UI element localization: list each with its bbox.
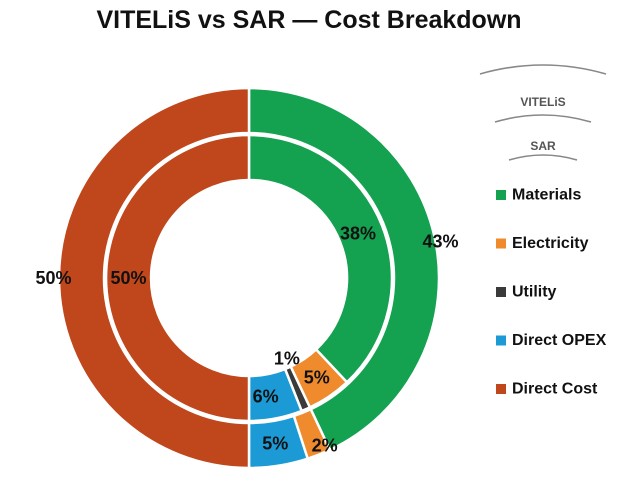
sar-label-direct-opex: 6% [253,386,279,406]
vitelis-label-direct-cost: 50% [35,268,71,288]
vitelis-slice-materials [247,86,441,452]
legend-swatch-electricity [496,238,506,249]
legend-ring-name-outer: VITELiS [520,95,565,109]
sar-slice-direct-cost [104,133,251,423]
legend-label-utility: Utility [512,284,557,301]
sar-label-materials: 38% [340,224,376,244]
vitelis-slice-direct-cost [57,86,251,470]
legend-swatch-direct-opex [496,335,506,346]
legend-swatch-utility [496,287,506,297]
legend-label-direct-cost: Direct Cost [512,381,598,398]
legend: VITELiS SAR Materials Electricity Utility D… [479,64,607,398]
sar-label-utility: 1% [274,349,300,369]
legend-label-materials: Materials [512,187,581,204]
legend-label-direct-opex: Direct OPEX [512,332,607,349]
legend-swatch-direct-cost [496,384,506,394]
data-labels: 43%2%5%50%38%5%1%6%50% [35,224,458,456]
sar-label-direct-cost: 50% [110,268,146,288]
inner-ring [104,133,394,423]
legend-label-electricity: Electricity [512,235,589,252]
sar-label-electricity: 5% [304,368,330,388]
vitelis-label-direct-opex: 5% [262,433,288,453]
vitelis-label-materials: 43% [422,231,458,251]
vitelis-label-electricity: 2% [312,436,338,456]
sar-slice-materials [247,133,394,384]
legend-ring-name-inner: SAR [530,139,556,153]
chart-title: VITELiS vs SAR — Cost Breakdown [96,6,522,34]
legend-swatch-materials [496,190,506,200]
outer-ring [57,86,441,470]
